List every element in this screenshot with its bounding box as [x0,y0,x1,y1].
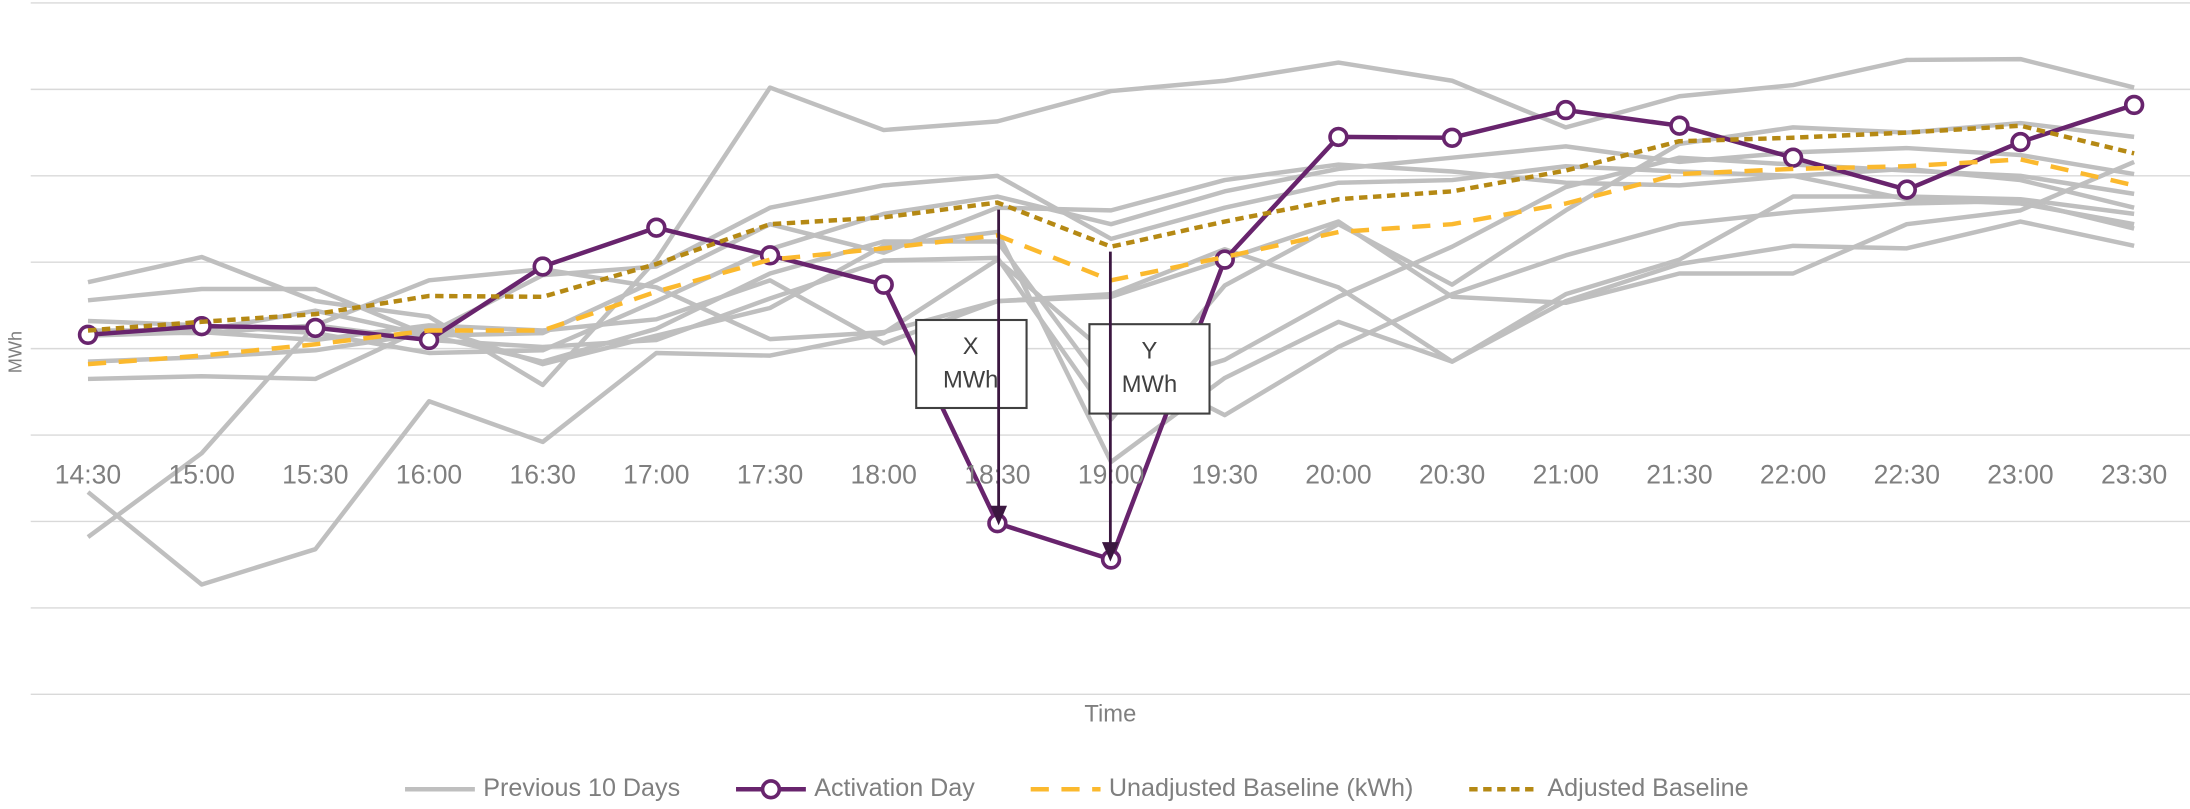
data-point [1555,99,1576,121]
y-axis-title: MWh [6,331,26,373]
arrow-head [1101,542,1119,562]
x-tick-label: 20:00 [1305,459,1371,489]
data-point [1328,126,1349,148]
x-tick-label: 23:30 [2101,459,2167,489]
legend-label: Adjusted Baseline [1547,774,1748,802]
data-point [1782,147,1804,168]
data-point [305,317,326,339]
x-tick-label: 17:30 [737,459,803,489]
annotation-x: X MWh [915,209,1028,526]
legend-label: Activation Day [814,774,975,802]
x-tick-label: 19:30 [1192,459,1258,489]
legend-entry: Previous 10 Days [405,774,680,802]
x-axis-title: Time [1084,702,1136,728]
arrow-head [990,505,1008,526]
data-point [646,217,667,238]
axes: Time MWh 14:30 15:00 15:30 16:00 16:30 17:00 1… [6,331,2168,728]
legend-label: Unadjusted Baseline (kWh) [1109,774,1413,802]
x-tick-label: 15:00 [168,459,234,489]
x-tick-label: 16:00 [396,459,462,489]
annotation-text: X [963,334,979,360]
x-tick-label: 15:30 [282,459,348,489]
x-tick-label: 14:30 [55,459,121,489]
legend-entry: Unadjusted Baseline (kWh) [1030,774,1413,802]
x-tick-label: 18:00 [851,459,917,489]
data-point [2123,94,2145,116]
x-tick-label: 16:30 [510,459,576,489]
annotation-text: MWh [943,368,998,394]
series-line [87,123,2135,333]
annotation-y: Y MWh [1088,251,1211,562]
x-tick-label: 21:30 [1646,459,1712,489]
legend: Previous 10 Days Activation Day Unadjusted… [405,774,1749,802]
annotation-box [915,318,1028,410]
annotation-text: Y [1142,338,1158,364]
data-point [2010,131,2031,153]
x-tick-label: 17:00 [623,459,689,489]
annotation-text: MWh [1122,372,1177,398]
data-point [873,274,894,295]
x-tick-label: 22:00 [1760,459,1826,489]
legend-entry: Activation Day [736,774,975,802]
data-point [1441,127,1463,148]
data-point [418,329,440,351]
x-tick-label: 23:00 [1987,459,2053,489]
legend-marker [760,779,782,800]
legend-label: Previous 10 Days [483,774,680,802]
x-tick-label: 21:00 [1533,459,1599,489]
x-tick-label: 22:30 [1874,459,1940,489]
series-line [87,56,2135,388]
data-point [1669,115,1690,136]
x-tick-label: 20:30 [1419,459,1485,489]
annotations: X MWh Y MWh [915,209,1211,562]
data-point [1896,179,1917,200]
legend-entry: Adjusted Baseline [1469,774,1749,802]
data-point [532,256,553,277]
